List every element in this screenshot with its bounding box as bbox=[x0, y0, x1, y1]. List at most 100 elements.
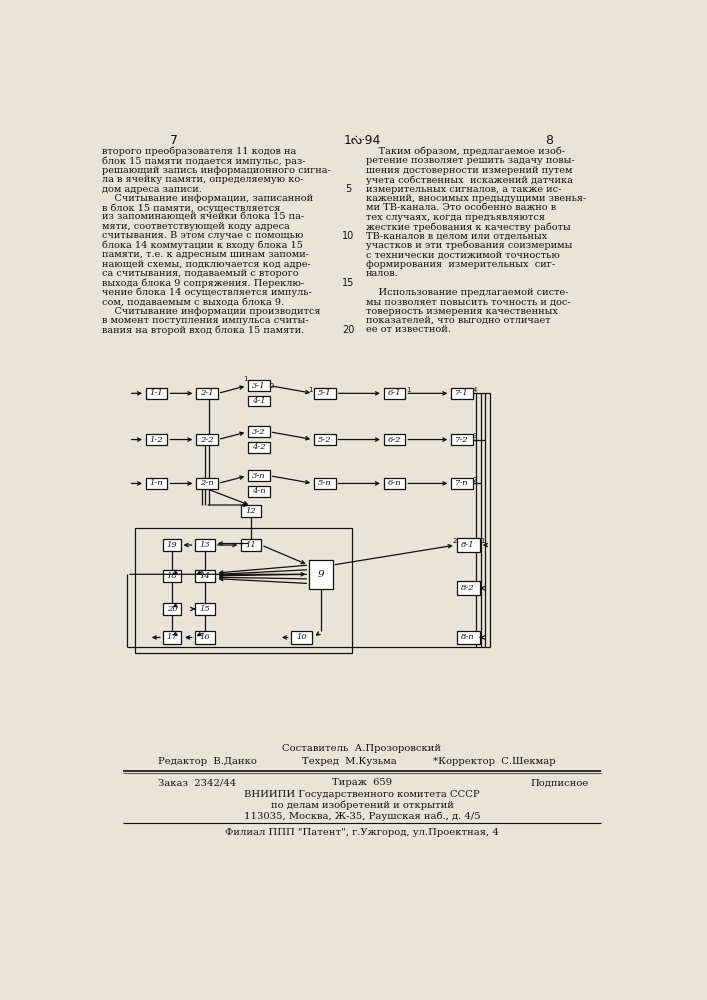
Text: тех случаях, когда предъявляются: тех случаях, когда предъявляются bbox=[366, 213, 545, 222]
Text: 11: 11 bbox=[246, 541, 257, 549]
Text: вания на второй вход блока 15 памяти.: вания на второй вход блока 15 памяти. bbox=[103, 325, 305, 335]
Text: 6-2: 6-2 bbox=[387, 436, 402, 444]
Text: показателей, что выгодно отличает: показателей, что выгодно отличает bbox=[366, 316, 551, 325]
Text: 16: 16 bbox=[199, 633, 210, 641]
Text: Техред  М.Кузьма: Техред М.Кузьма bbox=[301, 757, 396, 766]
Text: 2-2: 2-2 bbox=[200, 436, 214, 444]
Text: 5-n: 5-n bbox=[318, 479, 332, 487]
Text: ретение позволяет решить задачу повы-: ретение позволяет решить задачу повы- bbox=[366, 156, 575, 165]
Text: 10: 10 bbox=[296, 633, 307, 641]
Text: 1: 1 bbox=[480, 538, 484, 544]
Bar bbox=[384, 478, 405, 489]
Text: Заказ  2342/44: Заказ 2342/44 bbox=[158, 778, 236, 787]
Bar bbox=[248, 470, 270, 481]
Bar bbox=[163, 570, 182, 582]
Bar bbox=[309, 560, 332, 589]
Text: шения достоверности измерений путем: шения достоверности измерений путем bbox=[366, 166, 573, 175]
Bar bbox=[248, 380, 270, 391]
Text: ее от известной.: ее от известной. bbox=[366, 325, 450, 334]
Text: блок 15 памяти подается импульс, раз-: блок 15 памяти подается импульс, раз- bbox=[103, 156, 306, 166]
Text: 2: 2 bbox=[270, 383, 274, 389]
Bar bbox=[194, 631, 215, 644]
Text: 8-1: 8-1 bbox=[461, 541, 475, 549]
Text: ВНИИПИ Государственного комитета СССР: ВНИИПИ Государственного комитета СССР bbox=[244, 790, 480, 799]
Bar bbox=[146, 478, 168, 489]
Bar bbox=[163, 631, 182, 644]
Text: 5-2: 5-2 bbox=[318, 436, 332, 444]
Text: 4: 4 bbox=[473, 386, 477, 392]
Text: ТВ-каналов в целом или отдельных: ТВ-каналов в целом или отдельных bbox=[366, 231, 547, 240]
Bar bbox=[135, 528, 352, 653]
Bar bbox=[451, 434, 473, 445]
Text: кажений, вносимых предыдущими звенья-: кажений, вносимых предыдущими звенья- bbox=[366, 194, 586, 203]
Text: 5-1: 5-1 bbox=[318, 389, 332, 397]
Text: жесткие требования к качеству работы: жесткие требования к качеству работы bbox=[366, 222, 571, 232]
Text: 12: 12 bbox=[246, 507, 257, 515]
Bar bbox=[248, 486, 270, 497]
Text: 5: 5 bbox=[345, 184, 351, 194]
Text: 4-n: 4-n bbox=[252, 487, 266, 495]
Text: 2-1: 2-1 bbox=[200, 389, 214, 397]
Bar bbox=[196, 388, 218, 399]
Text: 6-1: 6-1 bbox=[387, 389, 402, 397]
Text: 4-1: 4-1 bbox=[252, 397, 266, 405]
Text: 7-n: 7-n bbox=[455, 479, 469, 487]
Text: 17: 17 bbox=[167, 633, 177, 641]
Text: второго преобразователя 11 кодов на: второго преобразователя 11 кодов на bbox=[103, 147, 296, 156]
Text: 1: 1 bbox=[243, 376, 248, 382]
Bar bbox=[146, 388, 168, 399]
Text: 7-1: 7-1 bbox=[455, 389, 469, 397]
Text: 2: 2 bbox=[473, 477, 477, 483]
Text: Тираж  659: Тираж 659 bbox=[332, 778, 392, 787]
Bar bbox=[314, 478, 336, 489]
Text: 1-2: 1-2 bbox=[150, 436, 163, 444]
Bar bbox=[451, 388, 473, 399]
Text: в блок 15 памяти, осуществляется: в блок 15 памяти, осуществляется bbox=[103, 203, 281, 213]
Bar bbox=[196, 434, 218, 445]
Text: 1: 1 bbox=[308, 386, 313, 392]
Text: с технически достижимой точностью: с технически достижимой точностью bbox=[366, 250, 560, 259]
Text: 9: 9 bbox=[317, 570, 325, 579]
Text: 3: 3 bbox=[473, 433, 477, 439]
Text: Таким образом, предлагаемое изоб-: Таким образом, предлагаемое изоб- bbox=[366, 147, 565, 156]
Bar bbox=[451, 478, 473, 489]
Text: памяти, т.е. к адресным шинам запоми-: памяти, т.е. к адресным шинам запоми- bbox=[103, 250, 310, 259]
Text: 4-2: 4-2 bbox=[252, 443, 266, 451]
Bar bbox=[196, 478, 218, 489]
Text: нающей схемы, подключается код адре-: нающей схемы, подключается код адре- bbox=[103, 260, 311, 269]
Text: Использование предлагаемой систе-: Использование предлагаемой систе- bbox=[366, 288, 568, 297]
Text: 113035, Москва, Ж-35, Раушская наб., д. 4/5: 113035, Москва, Ж-35, Раушская наб., д. … bbox=[244, 811, 480, 821]
Text: блока 14 коммутации к входу блока 15: блока 14 коммутации к входу блока 15 bbox=[103, 241, 303, 250]
Text: 20: 20 bbox=[341, 325, 354, 335]
Text: учета собственных  искажений датчика: учета собственных искажений датчика bbox=[366, 175, 573, 185]
Bar bbox=[163, 539, 182, 551]
Text: Считывание информации производится: Считывание информации производится bbox=[103, 307, 321, 316]
Bar bbox=[248, 426, 270, 437]
Bar bbox=[163, 603, 182, 615]
Text: 15: 15 bbox=[199, 605, 210, 613]
Text: ми ТВ-канала. Это особенно важно в: ми ТВ-канала. Это особенно важно в bbox=[366, 203, 556, 212]
Bar bbox=[248, 442, 270, 453]
Bar bbox=[291, 631, 312, 644]
Text: сом, подаваемым с выхода блока 9.: сом, подаваемым с выхода блока 9. bbox=[103, 297, 284, 306]
Bar bbox=[241, 539, 261, 551]
Bar bbox=[457, 631, 480, 644]
Bar bbox=[384, 434, 405, 445]
Text: мяти, соответствующей коду адреса: мяти, соответствующей коду адреса bbox=[103, 222, 290, 231]
Text: 8-2: 8-2 bbox=[461, 584, 475, 592]
Text: 14: 14 bbox=[199, 572, 210, 580]
Bar bbox=[194, 570, 215, 582]
Text: 1-n: 1-n bbox=[150, 479, 163, 487]
Text: 13: 13 bbox=[199, 541, 210, 549]
Text: измерительных сигналов, а также ис-: измерительных сигналов, а также ис- bbox=[366, 185, 561, 194]
Text: 3-1: 3-1 bbox=[252, 382, 266, 390]
Bar bbox=[314, 388, 336, 399]
Text: 1-1: 1-1 bbox=[150, 389, 163, 397]
Text: 10: 10 bbox=[342, 231, 354, 241]
Text: Подписное: Подписное bbox=[530, 778, 588, 787]
Text: 18: 18 bbox=[167, 572, 177, 580]
Text: Редактор  В.Данко: Редактор В.Данко bbox=[158, 757, 257, 766]
Text: по делам изобретений и открытий: по делам изобретений и открытий bbox=[271, 801, 453, 810]
Text: товерность измерения качественных: товерность измерения качественных bbox=[366, 307, 558, 316]
Text: считывания. В этом случае с помощью: считывания. В этом случае с помощью bbox=[103, 231, 304, 240]
